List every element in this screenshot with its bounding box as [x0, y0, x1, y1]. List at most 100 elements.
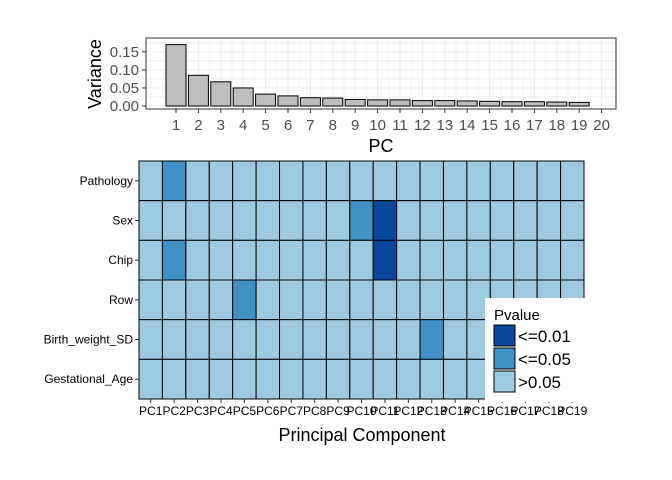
heatmap-cell: [255, 319, 281, 360]
bar-x-tick-label: 3: [217, 117, 225, 134]
heatmap-y-tick-label: Pathology: [80, 174, 133, 188]
heatmap-cell: [396, 160, 421, 202]
bar-x-tick-label: 6: [284, 117, 292, 134]
heatmap-cell: [232, 239, 257, 281]
bar-pc-15: [479, 100, 501, 107]
heatmap-cell: [325, 160, 351, 202]
heatmap-cell: [302, 358, 327, 400]
heatmap-cell: [560, 200, 585, 241]
heatmap-cell: [372, 160, 398, 202]
heatmap-cell: [255, 358, 281, 400]
heatmap-cell: [442, 160, 468, 202]
heatmap-cell: [232, 358, 257, 400]
heatmap-cell: [560, 160, 585, 202]
heatmap-cell: [419, 358, 444, 400]
heatmap-cell: [513, 239, 538, 281]
bar-pc-9: [344, 99, 366, 107]
bar-panel-border: [145, 37, 617, 110]
heatmap-y-ticks: Pathology Sex Chip Row Birth_weight_SD Gestat…: [44, 174, 139, 386]
heatmap-cell: [325, 239, 351, 281]
heatmap-cell: [325, 279, 351, 321]
heatmap-x-tick-label: PC13: [417, 404, 447, 418]
heatmap-cell: [161, 239, 187, 281]
heatmap-cell: [419, 239, 444, 281]
heatmap-cell: [208, 160, 234, 202]
heatmap-cell: [138, 279, 163, 321]
bar-x-ticks: 1 2 3 4 5 6 7 8 9 10 11 12 13 14 15 16 17 18 19 20: [172, 109, 610, 134]
bar-x-axis-title: PC: [368, 136, 393, 156]
bar-pc-16: [501, 101, 523, 107]
heatmap-cell: [161, 160, 187, 202]
heatmap-y-tick-label: Sex: [112, 214, 133, 228]
heatmap-x-tick-label: PC1: [139, 404, 163, 418]
heatmap-cell: [255, 279, 281, 321]
heatmap-cell: [372, 358, 398, 400]
bar-x-tick-label: 10: [369, 117, 386, 134]
heatmap-cell: [161, 200, 187, 241]
heatmap-cell: [185, 160, 210, 202]
bar-pc-14: [456, 100, 478, 107]
heatmap-cell: [396, 200, 421, 241]
heatmap-cell: [419, 319, 444, 360]
bar-x-tick-label: 18: [548, 117, 565, 134]
heatmap-cell: [349, 319, 374, 360]
bar-x-tick-label: 11: [392, 117, 408, 134]
heatmap-x-tick-label: PC15: [464, 404, 494, 418]
legend-label: >0.05: [518, 373, 561, 392]
heatmap-cell: [442, 239, 468, 281]
heatmap-cell: [208, 200, 234, 241]
heatmap-cell: [372, 319, 398, 360]
bar-y-axis-title: Variance: [85, 39, 105, 109]
heatmap-cell: [279, 279, 304, 321]
legend-entries: <=0.01 <=0.05 >0.05: [493, 324, 571, 393]
bar-x-tick-label: 16: [504, 117, 521, 134]
heatmap-cell: [536, 239, 562, 281]
heatmap-cell: [185, 200, 210, 241]
heatmap-cell: [466, 160, 491, 202]
bar-x-tick-label: 7: [306, 117, 314, 134]
bar-x-tick-label: 9: [351, 117, 359, 134]
heatmap-cell: [255, 239, 281, 281]
heatmap-cell: [302, 319, 327, 360]
legend-label: <=0.05: [518, 350, 571, 369]
heatmap-x-tick-label: PC12: [393, 404, 423, 418]
bar-pc-12: [411, 100, 433, 107]
bar-x-tick-label: 17: [526, 117, 543, 134]
heatmap-cell: [419, 279, 444, 321]
heatmap-cell: [349, 200, 374, 241]
heatmap-cell: [185, 319, 210, 360]
heatmap-x-tick-label: PC9: [326, 404, 350, 418]
bar-x-tick-label: 4: [239, 117, 247, 134]
heatmap-cell: [232, 279, 257, 321]
heatmap-cell: [489, 239, 515, 281]
heatmap-cell: [372, 200, 398, 241]
heatmap-cell: [185, 239, 210, 281]
heatmap-cell: [161, 279, 187, 321]
bar-pc-3: [210, 81, 232, 107]
heatmap-cell: [513, 160, 538, 202]
heatmap-cell: [185, 358, 210, 400]
bar-pc-2: [187, 74, 209, 107]
heatmap-cell: [208, 279, 234, 321]
heatmap-y-tick-label: Birth_weight_SD: [44, 333, 134, 347]
heatmap-cell: [232, 160, 257, 202]
heatmap-cell: [349, 239, 374, 281]
bar-x-tick-label: 15: [481, 117, 498, 134]
bar-pc-4: [232, 87, 254, 107]
bar-pc-13: [434, 100, 456, 107]
bar-x-tick-label: 8: [329, 117, 337, 134]
heatmap-cell: [138, 239, 163, 281]
heatmap-cell: [302, 279, 327, 321]
heatmap-cell: [138, 200, 163, 241]
heatmap-cell: [208, 239, 234, 281]
heatmap-cell: [325, 200, 351, 241]
legend-key: [493, 347, 516, 370]
heatmap-x-tick-label: PC3: [186, 404, 210, 418]
bar-pc-7: [299, 97, 321, 107]
heatmap-y-tick-label: Row: [109, 293, 133, 307]
heatmap-x-axis-title: Principal Component: [278, 425, 445, 445]
heatmap-x-tick-label: PC11: [370, 404, 399, 418]
heatmap-cell: [372, 239, 398, 281]
heatmap-x-tick-label: PC14: [440, 404, 470, 418]
bar-x-tick-label: 19: [571, 117, 588, 134]
